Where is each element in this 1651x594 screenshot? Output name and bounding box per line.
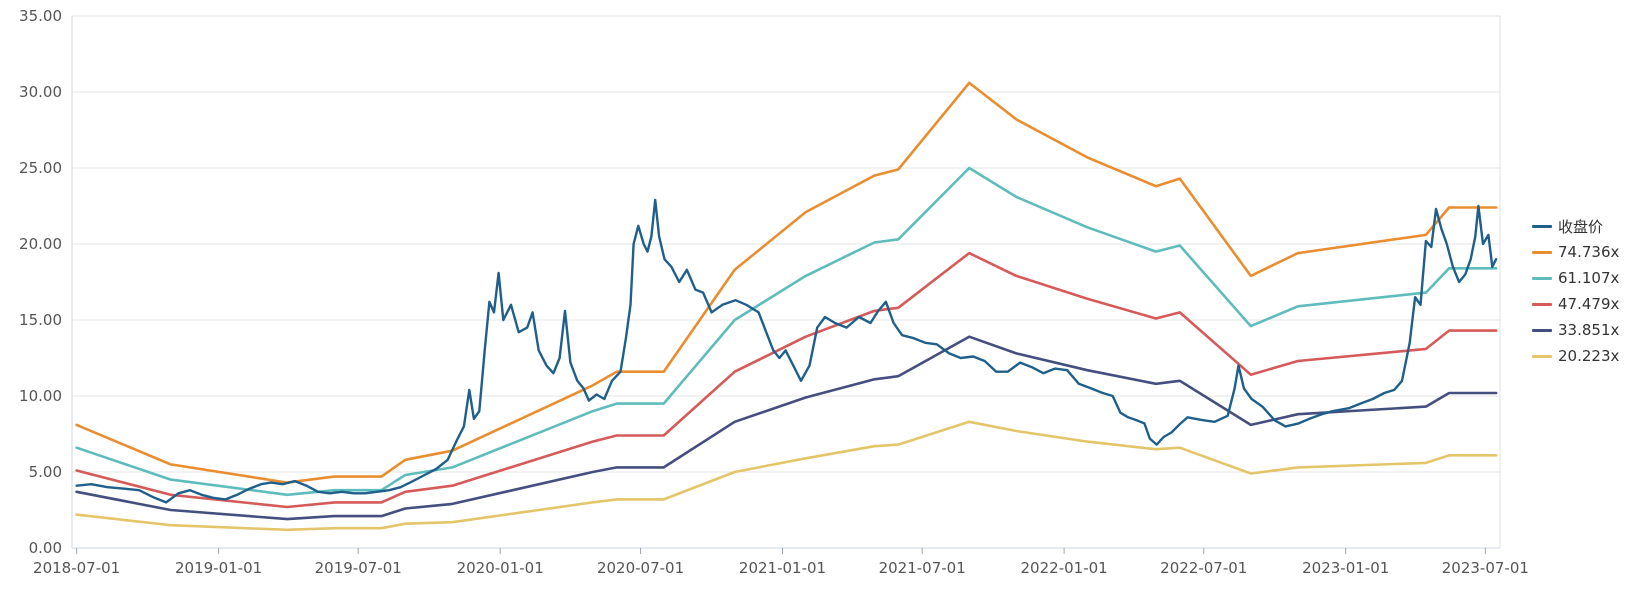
x-tick-label: 2022-01-01	[1021, 559, 1108, 577]
legend-item[interactable]: 33.851x	[1532, 317, 1619, 343]
legend-item[interactable]: 收盘价	[1532, 213, 1619, 239]
series-line-20.223x	[75, 420, 1498, 532]
legend-label: 33.851x	[1558, 321, 1620, 339]
y-tick-label: 15.00	[19, 311, 62, 329]
legend-swatch	[1532, 250, 1552, 254]
x-tick-label: 2020-01-01	[457, 559, 544, 577]
x-tick-label: 2020-07-01	[597, 559, 684, 577]
legend-label: 20.223x	[1558, 347, 1620, 365]
legend-label: 61.107x	[1558, 269, 1620, 287]
legend-label: 收盘价	[1558, 217, 1604, 236]
x-tick-label: 2023-01-01	[1302, 559, 1389, 577]
legend-label: 47.479x	[1558, 295, 1620, 313]
legend-item[interactable]: 74.736x	[1532, 239, 1619, 265]
y-tick-label: 30.00	[19, 83, 62, 101]
y-tick-label: 5.00	[29, 463, 62, 481]
y-tick-label: 35.00	[19, 7, 62, 25]
series-line-收盘价	[75, 198, 1498, 504]
legend: 收盘价 74.736x 61.107x 47.479x 33.851x 20.223x	[1532, 213, 1619, 369]
series-lines	[75, 81, 1498, 532]
grid-lines	[72, 15, 1500, 549]
legend-swatch	[1532, 302, 1552, 306]
legend-swatch	[1532, 354, 1552, 358]
series-line-33.851x	[75, 335, 1498, 521]
x-tick-label: 2021-01-01	[739, 559, 826, 577]
series-line-74.736x	[75, 81, 1498, 484]
legend-item[interactable]: 47.479x	[1532, 291, 1619, 317]
x-tick-label: 2022-07-01	[1160, 559, 1247, 577]
y-tick-label: 20.00	[19, 235, 62, 253]
legend-swatch	[1532, 328, 1552, 332]
legend-label: 74.736x	[1558, 243, 1620, 261]
axes: 0.00 5.00 10.00 15.00 20.00 25.00 30.00 35.00 20…	[19, 7, 1529, 577]
series-line-61.107x	[75, 166, 1498, 497]
legend-item[interactable]: 61.107x	[1532, 265, 1619, 291]
legend-swatch	[1532, 224, 1552, 228]
x-tick-label: 2018-07-01	[33, 559, 120, 577]
x-tick-label: 2021-07-01	[879, 559, 966, 577]
x-tick-label: 2019-07-01	[315, 559, 402, 577]
x-tick-label: 2023-07-01	[1442, 559, 1529, 577]
x-tick-label: 2019-01-01	[175, 559, 262, 577]
legend-swatch	[1532, 276, 1552, 280]
y-tick-label: 10.00	[19, 387, 62, 405]
y-tick-label: 25.00	[19, 159, 62, 177]
y-tick-label: 0.00	[29, 539, 62, 557]
legend-item[interactable]: 20.223x	[1532, 343, 1619, 369]
